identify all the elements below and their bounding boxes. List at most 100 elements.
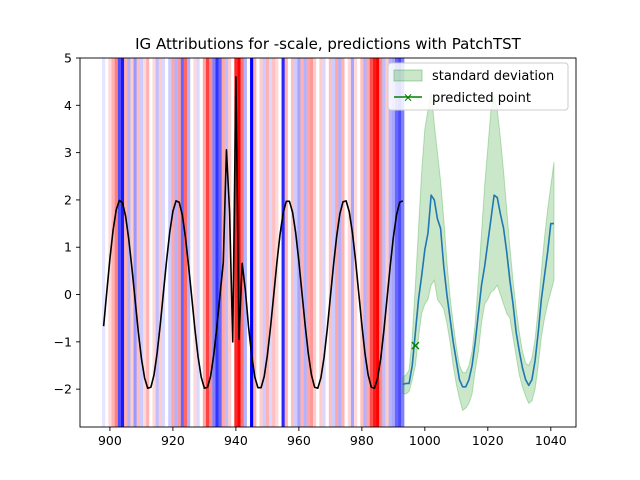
attribution-band — [350, 58, 354, 427]
attribution-band — [212, 58, 216, 427]
attribution-band — [338, 58, 342, 427]
attribution-band — [398, 58, 402, 427]
attribution-band — [353, 58, 358, 427]
x-axis: 900 920 940 960 980 1000 1020 1040 — [98, 427, 567, 448]
x-tick-label: 920 — [161, 433, 185, 448]
attribution-band — [268, 58, 273, 427]
attribution-band — [187, 58, 191, 427]
attribution-band — [394, 58, 399, 427]
legend-std-swatch — [393, 69, 423, 82]
attribution-band — [253, 58, 257, 427]
attribution-band — [331, 58, 336, 427]
attribution-band — [240, 58, 244, 427]
attribution-band — [281, 58, 285, 427]
attribution-band — [322, 58, 326, 427]
attribution-band — [224, 58, 229, 427]
x-tick-label: 900 — [98, 433, 122, 448]
series-line-prediction — [402, 194, 554, 388]
attribution-band — [401, 58, 405, 427]
legend-label-std: standard deviation — [432, 69, 554, 84]
attribution-band — [139, 58, 143, 427]
attribution-band — [265, 58, 269, 427]
attribution-band — [341, 58, 345, 427]
attribution-band — [360, 58, 364, 427]
attribution-band — [300, 58, 304, 427]
attribution-band — [382, 58, 386, 427]
attribution-band — [372, 58, 377, 427]
attribution-band — [234, 58, 238, 427]
attribution-band — [196, 58, 200, 427]
attribution-band — [309, 58, 314, 427]
attribution-band — [120, 58, 125, 427]
plot-area — [80, 58, 576, 427]
x-tick-label: 980 — [350, 433, 374, 448]
x-tick-label: 940 — [224, 433, 248, 448]
y-tick-label: 4 — [64, 98, 72, 113]
attribution-band — [313, 58, 317, 427]
attribution-band — [328, 58, 332, 427]
attribution-band — [291, 58, 295, 427]
attribution-band — [102, 58, 106, 427]
chart-title: IG Attributions for -scale, predictions … — [135, 35, 522, 53]
y-tick-label: 5 — [64, 51, 72, 66]
attribution-band — [193, 58, 197, 427]
attribution-band — [171, 58, 175, 427]
attribution-band — [205, 58, 210, 427]
attribution-band — [142, 58, 147, 427]
attribution-band — [111, 58, 115, 427]
attribution-band — [262, 58, 266, 427]
attribution-band — [180, 58, 184, 427]
x-tick-label: 1000 — [409, 433, 441, 448]
attribution-band — [388, 58, 392, 427]
attribution-band — [284, 58, 288, 427]
attribution-band — [250, 58, 254, 427]
x-tick-label: 1040 — [535, 433, 567, 448]
attribution-band — [158, 58, 162, 427]
attribution-band — [275, 58, 279, 427]
attribution-band — [136, 58, 140, 427]
attribution-band — [366, 58, 370, 427]
attribution-band — [130, 58, 134, 427]
attribution-band — [259, 58, 263, 427]
legend-label-predicted: predicted point — [432, 91, 531, 106]
attribution-band — [168, 58, 172, 427]
y-tick-label: 2 — [64, 192, 72, 207]
y-tick-label: −1 — [54, 334, 72, 349]
attribution-band — [161, 58, 166, 427]
attribution-band — [319, 58, 323, 427]
attribution-band — [218, 58, 222, 427]
x-tick-label: 960 — [287, 433, 311, 448]
attribution-band — [243, 58, 247, 427]
attribution-band — [379, 58, 383, 427]
attribution-band — [133, 58, 137, 427]
plot-frame — [79, 57, 577, 428]
attribution-band — [303, 58, 307, 427]
attribution-band — [385, 58, 389, 427]
y-tick-label: 0 — [64, 287, 72, 302]
attribution-band — [177, 58, 181, 427]
y-tick-label: 3 — [64, 145, 72, 160]
point-layer — [411, 341, 420, 350]
attribution-band — [272, 58, 276, 427]
legend-frame — [387, 62, 569, 111]
legend: standard deviation × predicted point — [387, 62, 569, 111]
attribution-band — [306, 58, 310, 427]
y-tick-label: 1 — [64, 240, 72, 255]
attribution-band — [152, 58, 156, 427]
attribution-band — [369, 58, 373, 427]
attribution-band — [124, 58, 128, 427]
attribution-band — [174, 58, 178, 427]
attribution-band — [202, 58, 206, 427]
attribution-band — [117, 58, 121, 427]
x-tick-label: 1020 — [472, 433, 504, 448]
legend-predicted-marker: × — [403, 91, 413, 105]
attribution-band — [363, 58, 367, 427]
attribution-band — [347, 58, 351, 427]
attribution-band — [155, 58, 159, 427]
predicted-point-marker — [411, 341, 420, 350]
attribution-band — [376, 58, 380, 427]
y-axis: −2 −1 0 1 2 3 4 5 — [54, 51, 80, 397]
attribution-band — [215, 58, 219, 427]
attribution-band — [297, 58, 301, 427]
